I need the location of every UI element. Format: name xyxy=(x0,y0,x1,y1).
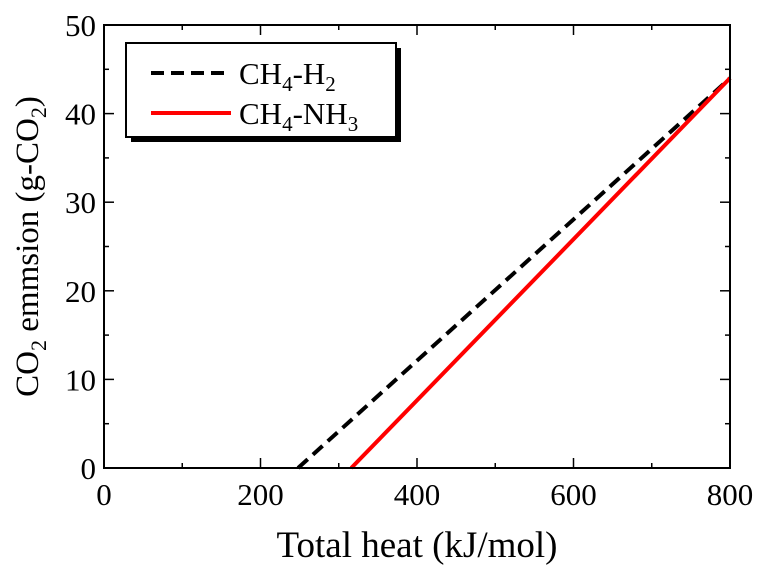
y-tick-label: 0 xyxy=(81,451,97,486)
y-tick-label: 50 xyxy=(65,8,96,43)
legend-label-part: -NH xyxy=(293,96,348,131)
y-axis-label-subscript: 2 xyxy=(26,340,51,351)
y-axis-label-part: CO xyxy=(10,351,46,397)
legend-label-part: CH xyxy=(239,96,282,131)
x-axis-label: Total heat (kJ/mol) xyxy=(276,525,557,566)
series-line-ch4-nh3 xyxy=(349,76,732,470)
legend-label-subscript: 4 xyxy=(282,72,293,96)
x-tick-labels: 0 200 400 600 800 xyxy=(96,477,753,512)
y-axis-label-subscript: 2 xyxy=(26,107,51,118)
x-tick-label: 200 xyxy=(237,477,284,512)
legend-label-subscript: 2 xyxy=(325,72,336,96)
y-axis-label-part: emmsion (g-CO xyxy=(10,118,46,340)
x-tick-label: 0 xyxy=(96,477,112,512)
legend-label: CH4-H2 xyxy=(239,56,336,96)
plot-series xyxy=(296,76,732,470)
plot-frame xyxy=(103,24,731,469)
legend-box xyxy=(125,42,397,138)
legend-label-part: -H xyxy=(293,56,326,91)
y-tick-label: 30 xyxy=(65,185,96,220)
y-tick-labels: 0 10 20 30 40 50 xyxy=(65,8,96,486)
legend-label-subscript: 4 xyxy=(282,112,293,136)
y-tick-label: 20 xyxy=(65,274,96,309)
legend-label-subscript: 3 xyxy=(348,112,359,136)
series-line-ch4-h2 xyxy=(296,76,732,470)
y-tick-label: 10 xyxy=(65,362,96,397)
legend-label-part: CH xyxy=(239,56,282,91)
legend-label: CH4-NH3 xyxy=(239,96,358,136)
x-tick-label: 400 xyxy=(394,477,441,512)
y-tick-label: 40 xyxy=(65,97,96,132)
y-axis-label: CO2 emmsion (g-CO2) xyxy=(10,96,51,397)
x-tick-label: 600 xyxy=(550,477,597,512)
y-axis-label-part: ) xyxy=(10,96,46,107)
x-tick-label: 800 xyxy=(707,477,754,512)
